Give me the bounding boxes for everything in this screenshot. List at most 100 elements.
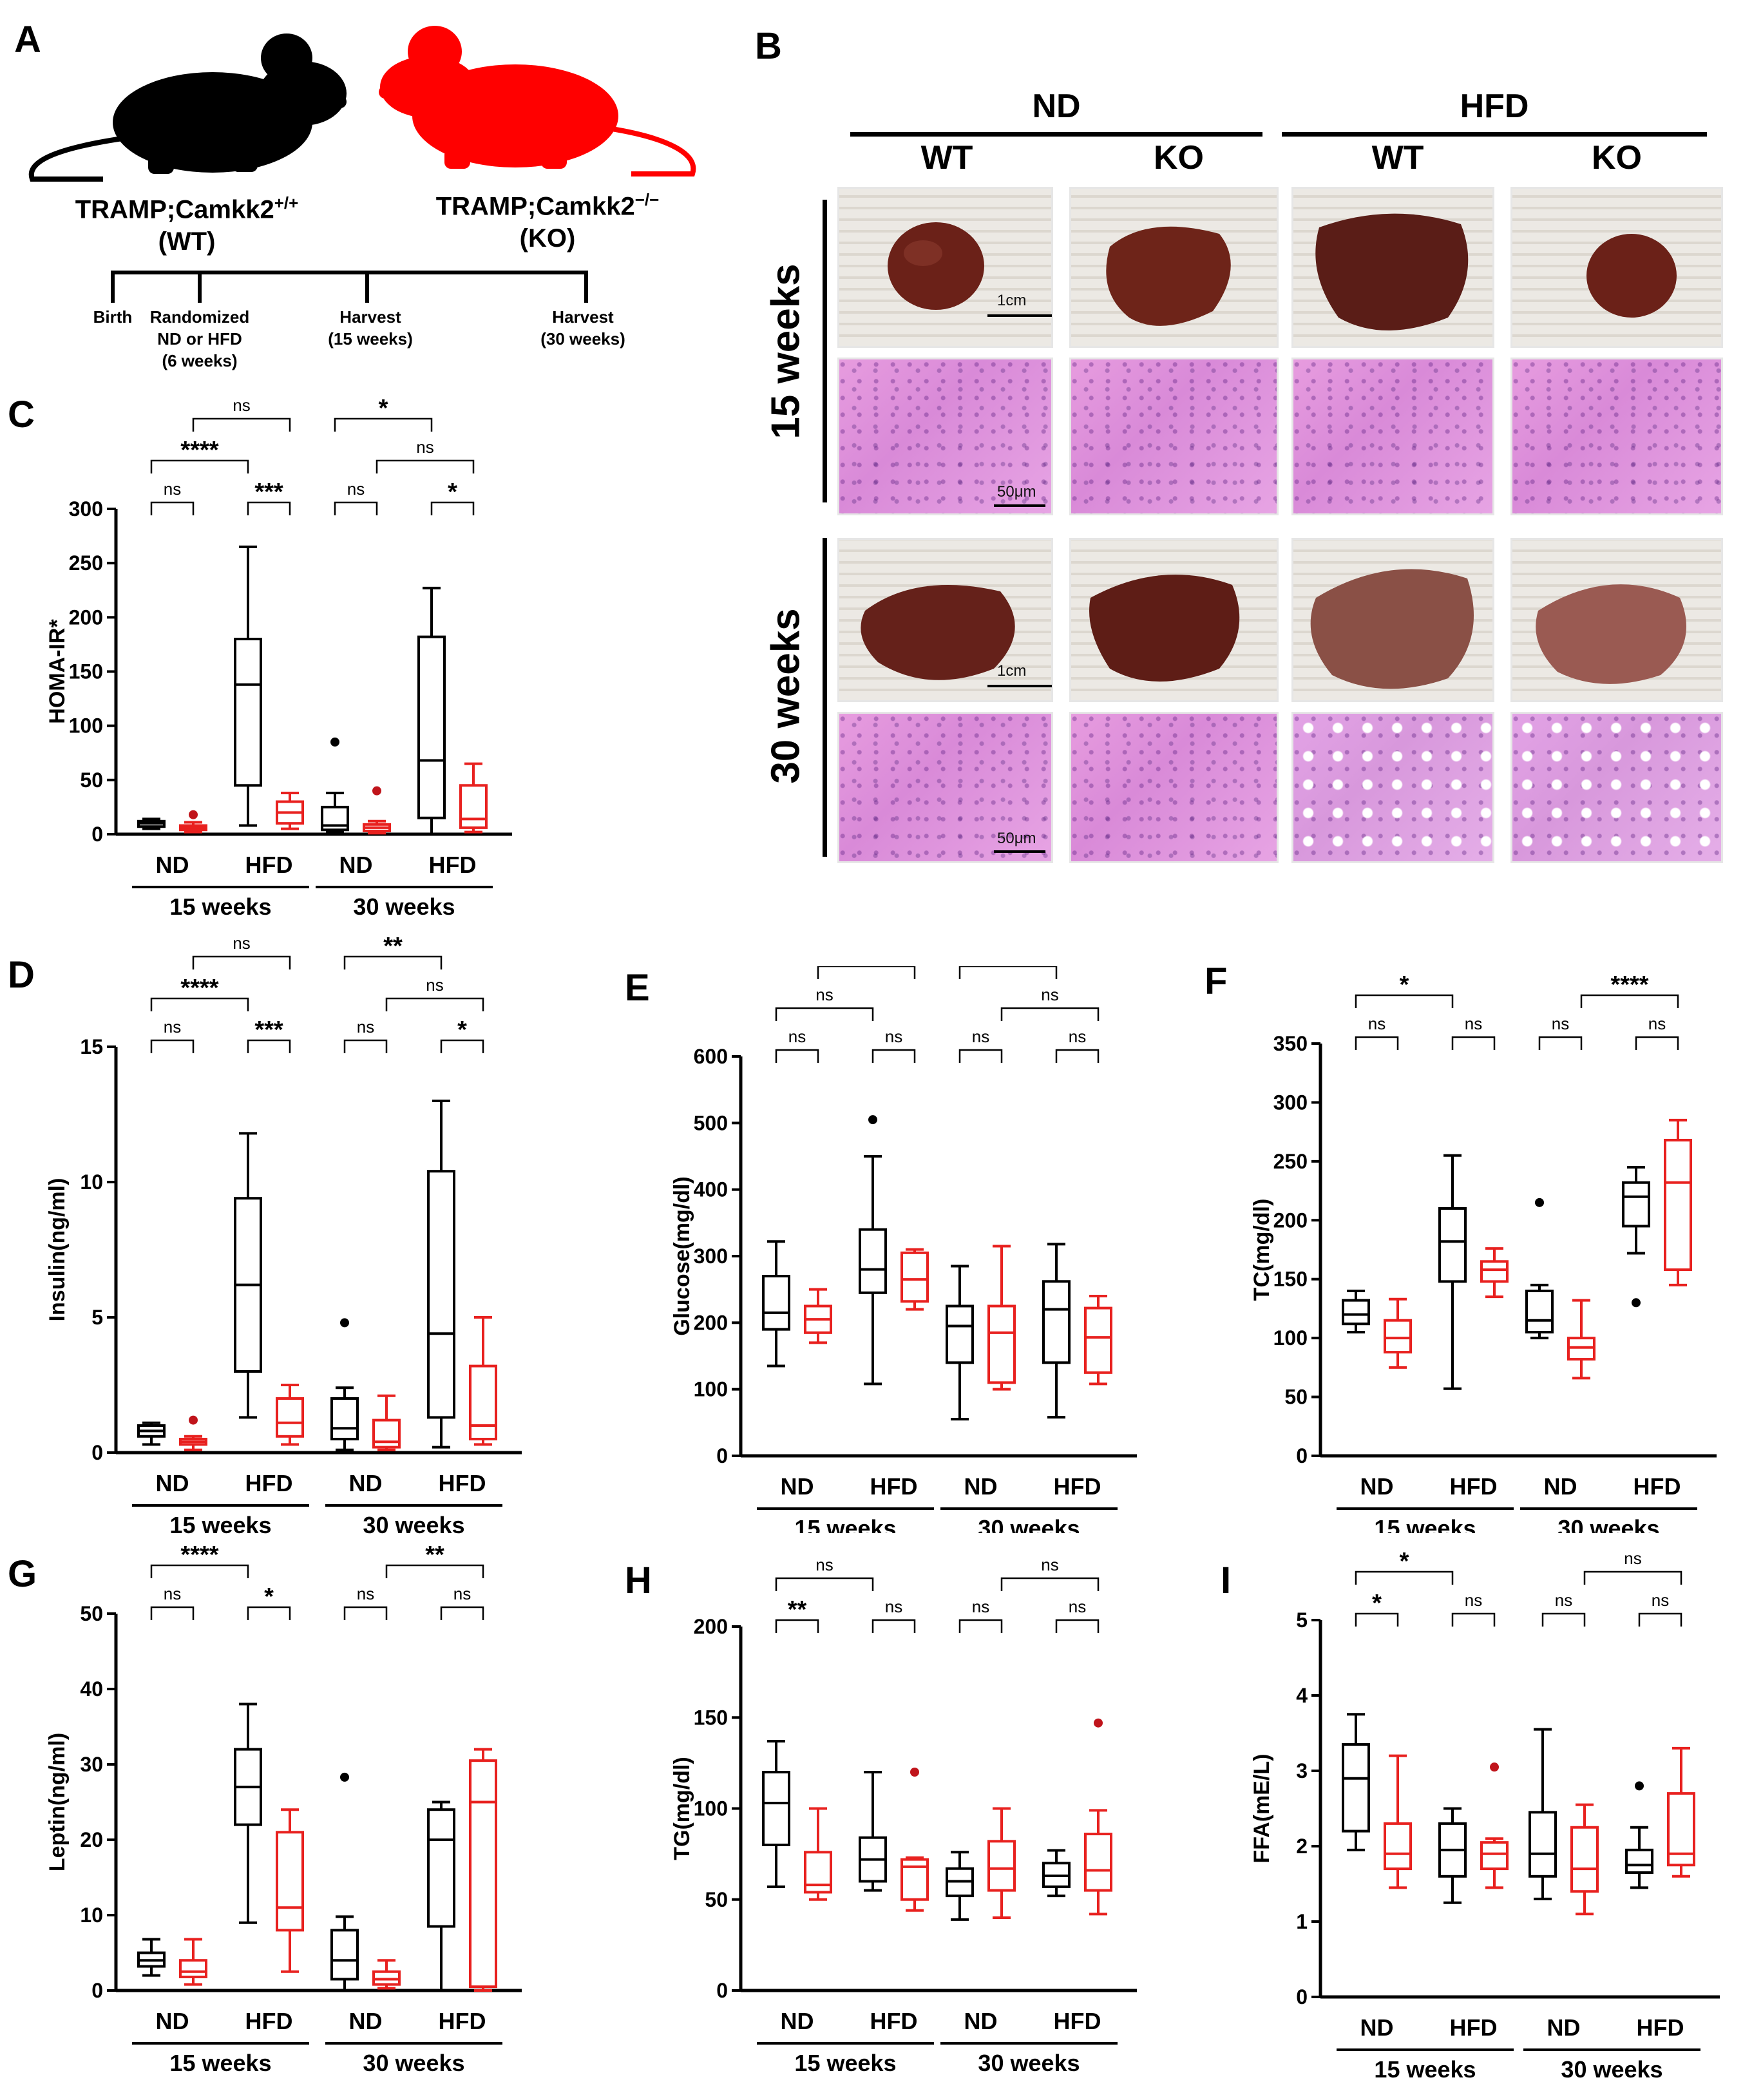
box-iqr — [330, 1397, 359, 1440]
significance-bracket — [1055, 1049, 1100, 1063]
y-tick-label: 4 — [1296, 1684, 1308, 1707]
panel-letter-i: I — [1221, 1560, 1232, 1601]
significance-label: ns — [1069, 1597, 1086, 1616]
outlier-point — [1535, 1198, 1544, 1207]
significance-label: ns — [1465, 1590, 1482, 1610]
x-timepoint-label: 30 weeks — [363, 2050, 464, 2076]
significance-bracket — [150, 501, 195, 515]
y-tick-label: 400 — [694, 1178, 728, 1201]
significance-label: ns — [885, 1597, 902, 1616]
significance-bracket — [958, 966, 1058, 979]
x-group-label: ND — [964, 1473, 998, 1500]
timeline-axis — [111, 271, 588, 303]
significance-bracket — [150, 1564, 249, 1578]
ko-label-sup: −/− — [634, 190, 660, 209]
outlier-point — [340, 1318, 349, 1328]
significance-bracket — [150, 1606, 195, 1620]
significance-label: ns — [1041, 985, 1058, 1004]
y-tick-label: 15 — [80, 1035, 103, 1058]
x-group-label: ND — [156, 2008, 189, 2034]
ko-label-abbrev: (KO) — [519, 224, 576, 253]
diet-header-hfd: HFD — [1460, 88, 1529, 125]
significance-bracket — [343, 1606, 388, 1620]
box-iqr — [321, 805, 349, 832]
he-image-15w-hfd-ko — [1510, 358, 1723, 515]
outlier-point — [1094, 1718, 1103, 1728]
significance-label: ns — [1552, 1014, 1569, 1033]
x-group-label: ND — [1547, 2014, 1581, 2041]
box-iqr — [372, 1418, 401, 1449]
significance-bracket — [872, 1619, 916, 1633]
row-bracket-15 — [823, 200, 827, 502]
significance-bracket — [1055, 1619, 1100, 1633]
box-iqr — [1042, 1280, 1071, 1364]
y-tick-label: 100 — [694, 1797, 728, 1820]
significance-bracket — [775, 1049, 819, 1063]
row-bracket-30 — [823, 538, 827, 857]
x-group-label: ND — [964, 2008, 998, 2034]
significance-bracket — [1000, 1007, 1100, 1021]
significance-bracket — [343, 955, 443, 969]
significance-label: * — [1400, 1552, 1409, 1575]
y-tick-label: 0 — [91, 1441, 103, 1464]
significance-label: ns — [1465, 1014, 1482, 1033]
outlier-point — [1490, 1762, 1499, 1772]
liver-photo-30w-nd-ko — [1069, 538, 1279, 702]
box-iqr — [234, 638, 262, 787]
ko-mouse-label: TRAMP;Camkk2−/− (KO) — [399, 184, 696, 254]
ko-label-genotype: TRAMP;Camkk2 — [435, 192, 635, 221]
liver-photo-30w-nd-wt: 1cm — [837, 538, 1053, 702]
genotype-header-hfd-wt: WT — [1371, 139, 1424, 177]
significance-label: ** — [425, 1542, 444, 1569]
y-tick-label: 350 — [1273, 1032, 1308, 1055]
significance-label: ns — [815, 985, 833, 1004]
timeline-randomized: Randomized ND or HFD (6 weeks) — [149, 307, 250, 370]
ko-mouse-silhouette — [379, 26, 696, 177]
box-iqr — [330, 1929, 359, 1981]
panel-letter-b: B — [755, 25, 782, 67]
y-tick-label: 1 — [1296, 1910, 1308, 1933]
outlier-point — [189, 810, 198, 819]
significance-bracket — [958, 1049, 1003, 1063]
significance-label: ns — [416, 437, 433, 457]
y-tick-label: 250 — [69, 551, 103, 575]
significance-bracket — [1635, 1036, 1679, 1050]
significance-bracket — [247, 1039, 291, 1053]
box-iqr — [1084, 1833, 1112, 1892]
significance-label: ns — [233, 937, 250, 953]
significance-label: ns — [788, 1027, 806, 1046]
panel-letter-c: C — [8, 394, 35, 435]
box-iqr — [1084, 1306, 1112, 1374]
x-timepoint-label: 30 weeks — [353, 893, 455, 920]
box-iqr — [1625, 1848, 1653, 1874]
y-tick-label: 0 — [91, 823, 103, 846]
y-tick-label: 0 — [1296, 1985, 1308, 2009]
x-group-label: ND — [349, 2008, 383, 2034]
box-iqr — [427, 1170, 455, 1419]
significance-label: ns — [233, 396, 250, 415]
liver-photo-15w-nd-ko — [1069, 187, 1279, 348]
significance-label: ns — [357, 1584, 374, 1603]
panel-letter-d: D — [8, 954, 35, 996]
wt-mouse-label: TRAMP;Camkk2+/+ (WT) — [26, 187, 348, 258]
significance-label: *** — [254, 1017, 283, 1044]
outlier-point — [189, 1415, 198, 1425]
y-tick-label: 50 — [1284, 1386, 1308, 1409]
x-timepoint-label: 30 weeks — [363, 1512, 464, 1536]
chart-insulin: 0 5 10 15 Insulin(ng/ml) ND HFD ND HFD 15 weeks 30… — [45, 937, 522, 1536]
x-group-label: ND — [781, 1473, 814, 1500]
box-iqr — [762, 1771, 790, 1846]
box-iqr — [1529, 1811, 1557, 1878]
y-tick-label: 150 — [694, 1706, 728, 1729]
significance-label: ns — [815, 1555, 833, 1574]
diet-underline-hfd — [1282, 132, 1707, 137]
x-timepoint-label: 15 weeks — [1374, 2056, 1476, 2083]
scale-label-cm: 1cm — [997, 292, 1027, 309]
significance-label: ns — [164, 479, 181, 499]
box-iqr — [1438, 1207, 1467, 1283]
significance-label: ns — [885, 1027, 902, 1046]
y-tick-label: 150 — [1273, 1268, 1308, 1291]
panel-letter-f: F — [1205, 960, 1228, 1002]
outlier-point — [1632, 1298, 1641, 1308]
box-iqr — [987, 1304, 1016, 1384]
